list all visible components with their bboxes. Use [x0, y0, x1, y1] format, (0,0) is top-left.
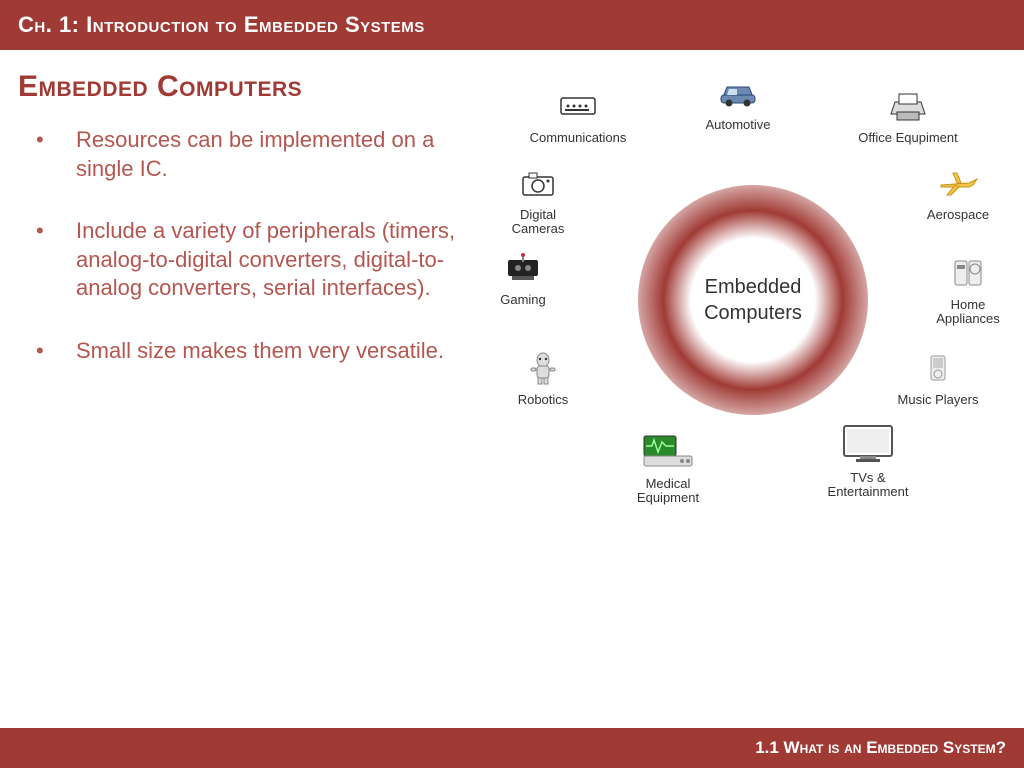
- appliance-icon: [918, 255, 1018, 294]
- diagram-item: Communications: [528, 88, 628, 145]
- diagram-item-label: Robotics: [493, 393, 593, 407]
- joystick-icon: [473, 250, 573, 289]
- robot-icon: [493, 350, 593, 389]
- medical-icon: [618, 430, 718, 473]
- camera-icon: [488, 165, 588, 204]
- slide-title: Embedded Computers: [18, 70, 478, 104]
- right-column: EmbeddedComputers Communications Automoti…: [478, 70, 1006, 520]
- diagram-item-label: Gaming: [473, 293, 573, 307]
- car-icon: [688, 75, 788, 114]
- player-icon: [888, 350, 988, 389]
- diagram-item: Gaming: [473, 250, 573, 307]
- diagram-item-label: HomeAppliances: [918, 298, 1018, 327]
- router-icon: [528, 88, 628, 127]
- bullet-item: Resources can be implemented on a single…: [36, 126, 478, 183]
- diagram-item-label: Office Equpiment: [858, 131, 958, 145]
- diagram-item-label: Music Players: [888, 393, 988, 407]
- section-footer: 1.1 What is an Embedded System?: [0, 728, 1024, 768]
- diagram-item: TVs & Entertainment: [818, 420, 918, 500]
- diagram-item: Aerospace: [908, 165, 1008, 222]
- diagram-item-label: TVs & Entertainment: [818, 471, 918, 500]
- diagram-ring: EmbeddedComputers: [638, 185, 868, 415]
- bullet-list: Resources can be implemented on a single…: [18, 126, 478, 366]
- ring-label: EmbeddedComputers: [704, 274, 802, 326]
- diagram-item-label: Aerospace: [908, 208, 1008, 222]
- diagram-item: DigitalCameras: [488, 165, 588, 237]
- bullet-item: Small size makes them very versatile.: [36, 337, 478, 366]
- left-column: Embedded Computers Resources can be impl…: [18, 70, 478, 520]
- slide-content: Embedded Computers Resources can be impl…: [0, 50, 1024, 520]
- diagram-item: Robotics: [493, 350, 593, 407]
- diagram-item-label: Automotive: [688, 118, 788, 132]
- diagram-item: HomeAppliances: [918, 255, 1018, 327]
- tv-icon: [818, 420, 918, 467]
- chapter-header: Ch. 1: Introduction to Embedded Systems: [0, 0, 1024, 50]
- bullet-item: Include a variety of peripherals (timers…: [36, 217, 478, 303]
- embedded-diagram: EmbeddedComputers Communications Automoti…: [478, 70, 998, 520]
- diagram-item: Medical Equipment: [618, 430, 718, 506]
- diagram-item: Office Equpiment: [858, 88, 958, 145]
- diagram-item: Music Players: [888, 350, 988, 407]
- plane-icon: [908, 165, 1008, 204]
- diagram-item-label: DigitalCameras: [488, 208, 588, 237]
- diagram-item: Automotive: [688, 75, 788, 132]
- diagram-item-label: Medical Equipment: [618, 477, 718, 506]
- diagram-item-label: Communications: [528, 131, 628, 145]
- printer-icon: [858, 88, 958, 127]
